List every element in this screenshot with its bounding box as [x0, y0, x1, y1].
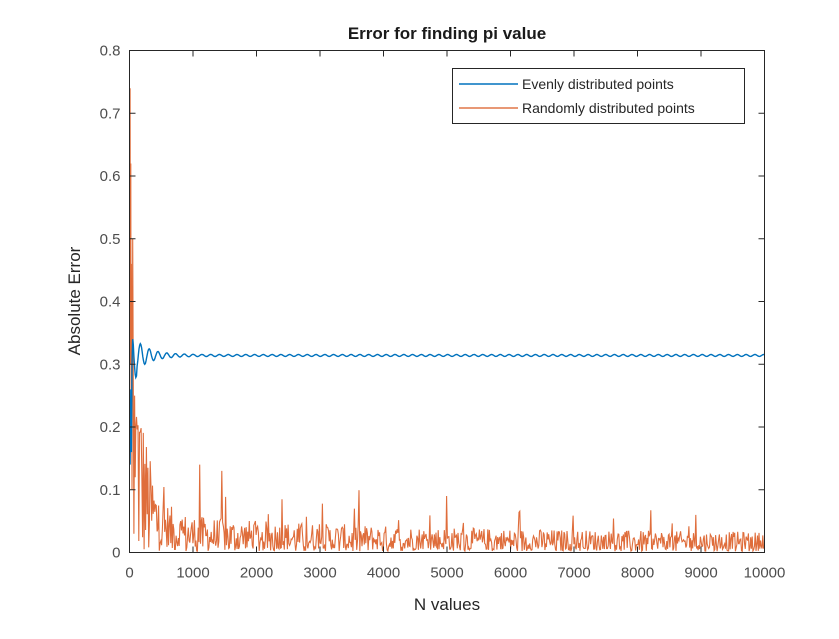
x-tick-label: 4000 — [367, 565, 400, 582]
x-tick-label: 5000 — [430, 565, 463, 582]
x-tick-label: 7000 — [557, 565, 590, 582]
y-axis-label: Absolute Error — [65, 246, 84, 355]
axes-box — [129, 50, 765, 553]
y-axis: 0 0.1 0.2 0.3 0.4 0.5 0.6 0.7 0.8 — [100, 43, 765, 562]
y-tick-label: 0 — [112, 545, 120, 562]
y-tick-label: 0.7 — [100, 105, 121, 122]
chart-title: Error for finding pi value — [348, 24, 546, 43]
x-tick-label: 3000 — [303, 565, 336, 582]
y-tick-label: 0.1 — [100, 482, 121, 499]
legend: Evenly distributed points Randomly distr… — [452, 68, 745, 124]
x-tick-label: 0 — [125, 565, 133, 582]
y-tick-label: 0.3 — [100, 356, 121, 373]
y-tick-label: 0.5 — [100, 231, 121, 248]
x-axis: 0 1000 2000 3000 4000 5000 6000 7000 8000 9000 100… — [125, 50, 786, 582]
series-evenly-distributed — [129, 339, 765, 465]
x-tick-label: 8000 — [621, 565, 654, 582]
y-tick-label: 0.4 — [100, 294, 121, 311]
line-evenly — [129, 339, 765, 465]
plot-area — [129, 88, 765, 554]
y-tick-label: 0.8 — [100, 43, 121, 60]
x-axis-label: N values — [414, 595, 480, 614]
y-tick-label: 0.2 — [100, 419, 121, 436]
x-tick-label: 6000 — [494, 565, 527, 582]
line-randomly — [129, 88, 765, 554]
x-tick-label: 2000 — [240, 565, 273, 582]
legend-label-randomly: Randomly distributed points — [522, 100, 695, 116]
legend-box — [452, 68, 745, 124]
y-tick-label: 0.6 — [100, 168, 121, 185]
x-tick-label: 9000 — [684, 565, 717, 582]
series-randomly-distributed — [129, 88, 765, 554]
x-tick-label: 10000 — [744, 565, 786, 582]
x-tick-label: 1000 — [176, 565, 209, 582]
legend-label-evenly: Evenly distributed points — [522, 76, 674, 92]
